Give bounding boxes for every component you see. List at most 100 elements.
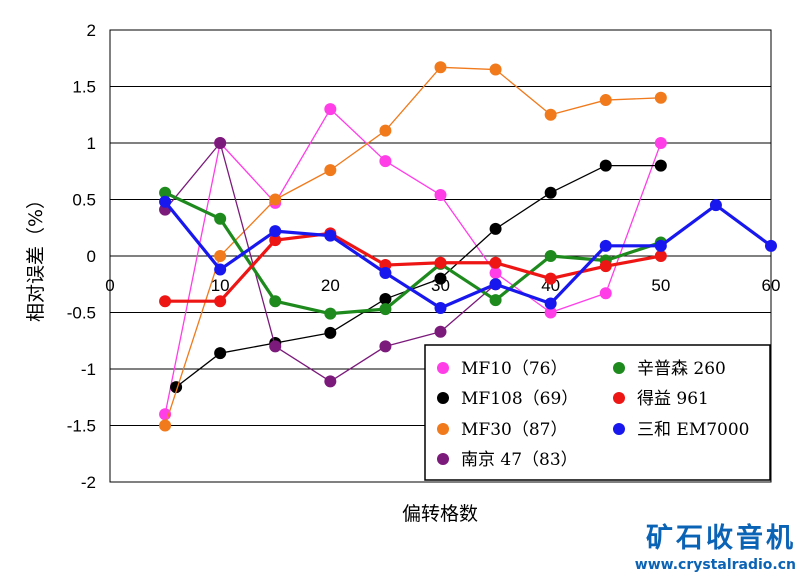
series-3 [159,61,667,432]
data-point [434,188,447,201]
legend-label: 南京 47（83） [461,450,578,470]
data-point [544,272,557,285]
legend-box [424,344,771,481]
series-line [164,108,662,415]
data-point [599,94,612,107]
x-tick-label: 0 [105,276,114,295]
data-point [489,266,502,279]
data-point [214,137,227,149]
data-point [214,250,227,262]
data-point [324,375,337,388]
data-point [269,340,282,353]
data-point [379,155,392,168]
data-point [544,108,557,121]
data-point [379,340,392,353]
y-axis-title: 相对误差（%） [25,190,47,322]
data-point [269,225,282,238]
data-point [489,294,502,307]
data-point [214,212,227,225]
legend-marker [437,392,449,404]
data-point [489,256,502,269]
legend-marker [613,423,625,435]
series-layer [159,61,777,432]
data-point [654,91,667,104]
data-point [379,124,392,137]
series-line [163,200,772,310]
y-tick-label: -2 [81,473,96,492]
data-point [159,195,172,208]
data-point [765,239,777,252]
y-tick-label: 0 [87,247,96,266]
y-tick-label: -0.5 [67,304,96,323]
legend-marker [613,392,625,404]
legend-label: 辛普森 260 [637,359,726,379]
data-point [269,295,282,308]
watermark-brand: 矿石收音机 [646,523,796,554]
legend-label: 三和 EM7000 [637,420,749,440]
legend-label: MF30（87） [461,420,567,440]
x-tick-label: 60 [762,276,781,295]
y-tick-label: 2 [87,21,96,40]
legend-marker [437,453,449,465]
data-point [599,239,612,252]
data-point [599,260,612,273]
x-tick-label: 20 [321,276,340,295]
data-point [544,250,557,262]
legend-marker [437,423,449,435]
series-7 [159,195,777,314]
legend-label: MF10（76） [461,359,567,379]
data-point [709,199,722,212]
data-point [434,272,447,285]
data-point [159,186,172,199]
data-point [324,103,337,116]
data-point [434,61,447,74]
data-point [599,287,612,300]
legend-marker [613,362,625,374]
y-tick-label: -1.5 [67,417,96,436]
series-line [164,66,661,426]
y-tick-label: 1 [87,134,96,153]
data-point [214,263,227,276]
data-point [544,306,557,319]
y-tick-label: 0.5 [72,191,96,210]
data-point [159,419,172,432]
x-tick-label: 50 [651,276,670,295]
series-4 [159,137,502,388]
data-point [434,325,447,338]
data-point [654,250,667,262]
data-point [324,229,337,242]
data-point [489,63,502,76]
data-point [379,266,392,279]
data-point [434,301,447,314]
series-line [164,191,662,316]
data-point [379,292,392,305]
watermark: 矿石收音机 www.crystalradio.cn [628,524,796,576]
data-point [544,186,557,199]
data-point [379,303,392,316]
data-point [269,193,282,206]
legend-label: 得益 961 [637,389,709,409]
data-point [214,347,227,360]
data-point [489,278,502,291]
data-point [654,159,667,172]
legend-marker [437,362,449,374]
data-point [324,326,337,339]
data-point [654,137,667,149]
data-point [434,256,447,269]
data-point [324,307,337,320]
x-tick-label: 10 [211,276,230,295]
data-point [544,297,557,310]
x-axis-title: 偏转格数 [402,503,478,525]
legend: MF10（76） MF108（69） MF30（87） 南京 47（83） 辛普森 26… [424,344,771,481]
y-tick-label: -1 [81,360,96,379]
y-tick-labels: 2 1.5 1 0.5 0 -0.5 -1 -1.5 -2 [67,21,96,492]
data-point [269,234,282,247]
series-5 [159,186,667,320]
watermark-url: www.crystalradio.cn [634,557,796,573]
y-tick-label: 1.5 [72,78,96,97]
data-point [654,239,667,252]
data-point [159,295,172,308]
data-point [489,222,502,235]
data-point [324,164,337,177]
